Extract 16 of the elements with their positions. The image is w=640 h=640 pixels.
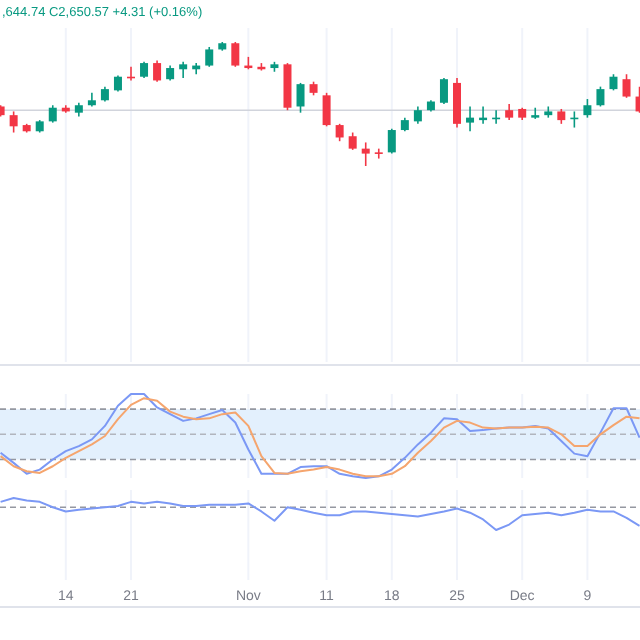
candlestick (466, 105, 475, 133)
candlestick (296, 82, 305, 114)
candlestick (231, 41, 240, 68)
candlestick (453, 77, 461, 129)
candlestick (322, 92, 331, 128)
candlestick (596, 85, 605, 108)
candlestick (153, 59, 162, 83)
candlestick (439, 77, 448, 105)
candlestick (622, 73, 631, 99)
candlestick (374, 147, 383, 160)
candlestick (387, 128, 396, 155)
candlestick (9, 110, 18, 134)
candlestick (205, 46, 214, 68)
candlestick (583, 98, 592, 119)
candlestick (361, 141, 370, 167)
candlestick (283, 62, 292, 111)
